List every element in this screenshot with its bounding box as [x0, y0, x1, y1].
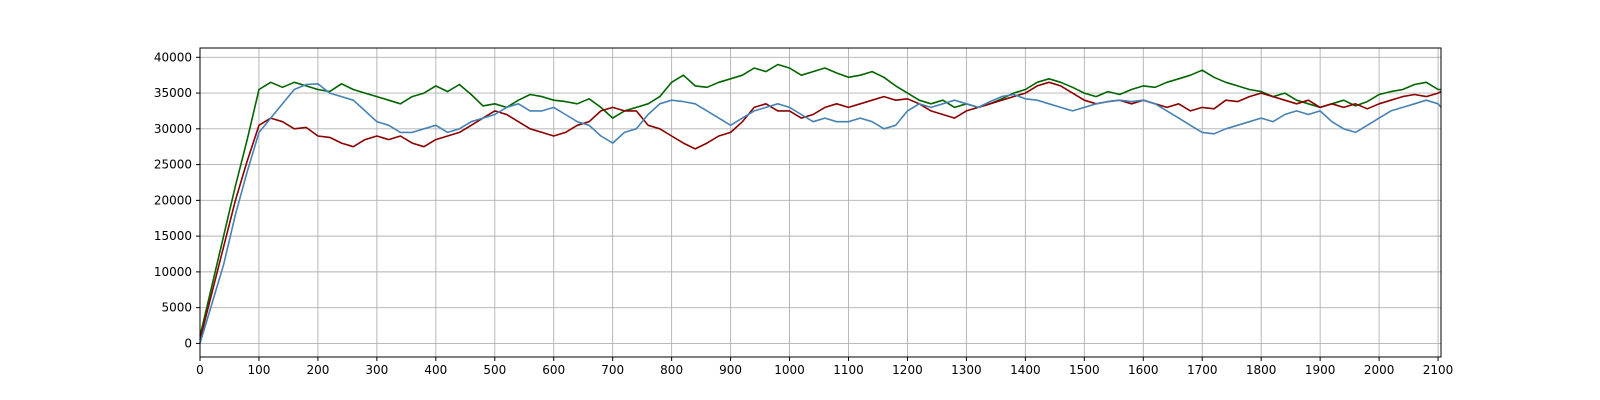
series-line-red — [199, 81, 1442, 340]
y-tick-label: 0 — [184, 336, 192, 350]
x-tick-label: 800 — [660, 363, 683, 377]
y-tick-label: 30000 — [154, 122, 192, 136]
y-tick-label: 5000 — [161, 301, 192, 315]
y-tick-label: 10000 — [154, 265, 192, 279]
x-tick-label: 1100 — [833, 363, 864, 377]
x-tick-label: 1700 — [1187, 363, 1218, 377]
plot-frame — [199, 47, 1442, 358]
x-tick-label: 500 — [483, 363, 506, 377]
x-tick-label: 0 — [196, 363, 204, 377]
y-tick-label: 15000 — [154, 229, 192, 243]
series-line-blue — [199, 83, 1442, 344]
y-tick-label: 40000 — [154, 50, 192, 64]
x-tick-label: 1800 — [1246, 363, 1277, 377]
x-tick-label: 100 — [248, 363, 271, 377]
x-axis-ticks: 0 100 200 300 400 500 600 700 800 900 1000 1100 1200… — [196, 357, 1453, 377]
x-tick-label: 1400 — [1010, 363, 1041, 377]
x-tick-label: 1600 — [1128, 363, 1159, 377]
y-tick-label: 20000 — [154, 193, 192, 207]
x-tick-label: 1500 — [1069, 363, 1100, 377]
series-lines — [199, 63, 1442, 344]
y-tick-label: 25000 — [154, 158, 192, 172]
x-tick-label: 1300 — [951, 363, 982, 377]
x-tick-label: 2100 — [1423, 363, 1454, 377]
x-tick-label: 1200 — [892, 363, 923, 377]
x-tick-label: 1900 — [1305, 363, 1336, 377]
y-axis-ticks: 0 5000 10000 15000 20000 25000 30000 35000 40000 — [154, 50, 200, 350]
x-tick-label: 300 — [365, 363, 388, 377]
x-tick-label: 600 — [542, 363, 565, 377]
x-tick-label: 400 — [424, 363, 447, 377]
grid-lines — [199, 48, 1441, 357]
series-line-green — [199, 63, 1441, 337]
x-tick-label: 700 — [601, 363, 624, 377]
x-tick-label: 1000 — [774, 363, 805, 377]
x-tick-label: 2000 — [1364, 363, 1395, 377]
y-tick-label: 35000 — [154, 86, 192, 100]
x-tick-label: 200 — [306, 363, 329, 377]
x-tick-label: 900 — [719, 363, 742, 377]
